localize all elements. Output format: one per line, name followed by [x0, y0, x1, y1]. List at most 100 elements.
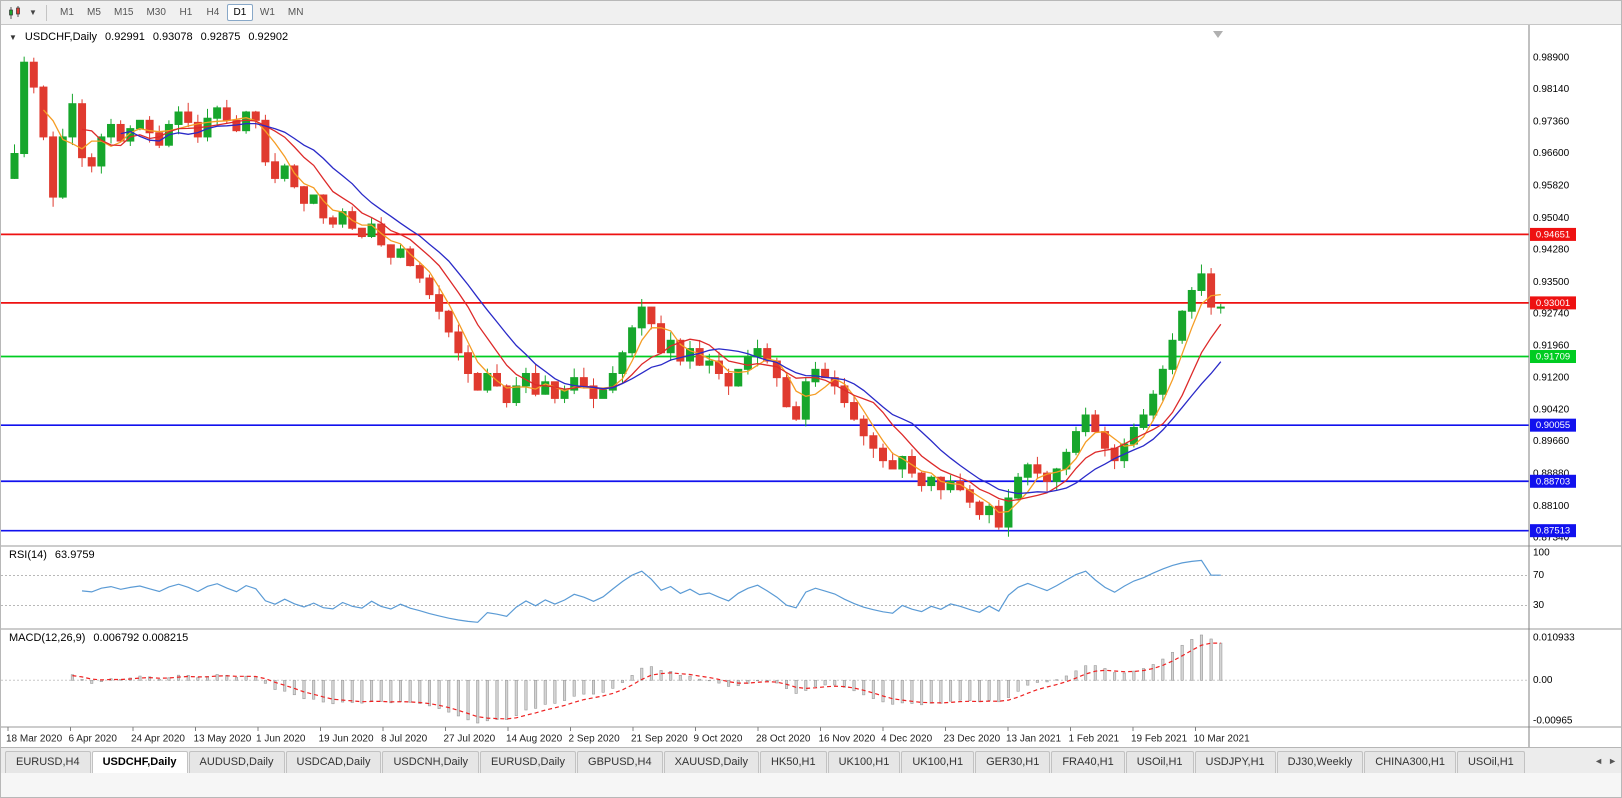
price-axis-label: 0.98900: [1533, 53, 1570, 64]
macd-histogram-bar: [485, 679, 489, 722]
timeframe-button-w1[interactable]: W1: [259, 7, 275, 18]
candle-body: [695, 348, 704, 366]
candle-body: [676, 339, 685, 362]
candle-body: [888, 460, 897, 470]
candle-body: [782, 377, 791, 408]
candle-body: [49, 136, 58, 198]
price-axis-label: 0.94280: [1533, 244, 1570, 255]
candle-body: [184, 111, 193, 123]
price-axis-label: 0.88880: [1533, 469, 1570, 480]
macd-histogram-bar: [534, 679, 538, 709]
chart-canvas[interactable]: 100 70 30 0.010933 0.00 -0.00965 0.98900 0.9814…: [1, 25, 1622, 747]
chart-tab-uk100-h1[interactable]: UK100,H1: [901, 751, 975, 773]
macd-histogram-bar: [611, 679, 615, 689]
macd-histogram-bar: [563, 679, 567, 701]
candle-body: [1129, 426, 1138, 445]
chart-tab-ger30-h1[interactable]: GER30,H1: [975, 751, 1051, 773]
price-tag-0.90055[interactable]: [1530, 418, 1576, 432]
chart-tab-gbpusd-h4[interactable]: GBPUSD,H4: [577, 751, 663, 773]
price-tag-0.88703[interactable]: [1530, 474, 1576, 488]
chart-tab-audusd-daily[interactable]: AUDUSD,Daily: [188, 751, 285, 773]
macd-histogram-bar: [910, 679, 914, 704]
timeframe-button-h1[interactable]: H1: [179, 7, 193, 18]
chart-tab-usdcnh-daily[interactable]: USDCNH,Daily: [382, 751, 480, 773]
macd-histogram-bar: [398, 679, 402, 702]
tab-scroll-left-icon[interactable]: ◄: [1594, 755, 1604, 766]
macd-histogram-bar: [1132, 670, 1136, 681]
macd-histogram-bar: [900, 679, 904, 704]
macd-histogram-bar: [524, 679, 528, 711]
timeframe-button-d1[interactable]: D1: [226, 4, 253, 21]
macd-histogram-bar: [1103, 668, 1107, 681]
symbol-dropdown-icon[interactable]: ▼: [9, 32, 17, 42]
macd-histogram-bar: [572, 679, 576, 697]
chart-tab-china300-h1[interactable]: CHINA300,H1: [1364, 751, 1456, 773]
price-tag-0.94651[interactable]: [1530, 227, 1576, 241]
chart-tab-eurusd-daily[interactable]: EURUSD,Daily: [480, 751, 577, 773]
chart-tab-usoil-h1[interactable]: USOil,H1: [1456, 751, 1525, 773]
price-tag-0.91709[interactable]: [1530, 350, 1576, 364]
macd-histogram-bar: [756, 679, 760, 682]
price-tag-0.87513[interactable]: [1530, 524, 1576, 538]
macd-histogram-bar: [881, 679, 885, 703]
candle-body: [1207, 273, 1216, 308]
chart-tab-fra40-h1[interactable]: FRA40,H1: [1051, 751, 1125, 773]
chart-type-dropdown-icon[interactable]: ▼: [29, 8, 37, 17]
timeframe-button-m15[interactable]: M15: [114, 7, 134, 18]
top-toolbar: ▼ M1 M5 M15 M30 H1 H4 D1 W1 MN: [1, 1, 1621, 25]
macd-histogram-bar: [70, 674, 74, 681]
chart-shift-marker[interactable]: [1213, 31, 1223, 38]
candle-body: [271, 161, 280, 179]
timeframe-button-h4[interactable]: H4: [206, 7, 220, 18]
candle-body: [850, 402, 859, 420]
time-axis-label: 24 Apr 2020: [131, 734, 185, 745]
price-axis-label: 0.87340: [1533, 532, 1570, 543]
chart-tab-usoil-h1[interactable]: USOil,H1: [1125, 751, 1194, 773]
rsi-value: 63.9759: [54, 549, 95, 561]
macd-histogram-bar: [90, 679, 94, 684]
candle-body: [560, 389, 569, 399]
candle-body: [541, 381, 550, 395]
macd-histogram-bar: [1151, 664, 1155, 681]
chart-tab-usdjpy-h1[interactable]: USDJPY,H1: [1194, 751, 1276, 773]
chart-symbol-label: USDCHF,Daily: [24, 31, 98, 43]
macd-histogram-bar: [263, 679, 267, 684]
macd-histogram-bar: [1142, 668, 1146, 681]
candle-body: [261, 119, 270, 163]
candle-body: [946, 480, 955, 491]
candle-body: [473, 372, 482, 391]
price-tag-0.93001[interactable]: [1530, 296, 1576, 310]
candle-body: [714, 360, 723, 374]
candle-body: [801, 381, 810, 420]
rsi-name: RSI(14): [9, 549, 47, 561]
timeframe-button-m1[interactable]: M1: [60, 7, 74, 18]
chart-tab-hk50-h1[interactable]: HK50,H1: [759, 751, 827, 773]
candle-body: [1033, 464, 1042, 474]
candle-body: [10, 153, 19, 179]
chart-tab-eurusd-h4[interactable]: EURUSD,H4: [5, 751, 91, 773]
timeframe-button-mn[interactable]: MN: [287, 7, 304, 18]
chart-tab-xauusd-daily[interactable]: XAUUSD,Daily: [663, 751, 759, 773]
chart-tab-usdchf-daily[interactable]: USDCHF,Daily: [91, 751, 188, 773]
tab-strip: EURUSD,H4 USDCHF,Daily AUDUSD,Daily USDCAD,…: [1, 748, 1621, 773]
macd-histogram-bar: [234, 677, 238, 681]
macd-histogram-bar: [1161, 658, 1165, 681]
chart-tools-icon[interactable]: [5, 4, 25, 22]
tab-scroll-right-icon[interactable]: ►: [1608, 755, 1617, 766]
candle-body: [763, 348, 772, 362]
candle-body: [956, 480, 965, 491]
chart-tab-dj30-weekly[interactable]: DJ30,Weekly: [1276, 751, 1364, 773]
timeframe-button-m5[interactable]: M5: [87, 7, 101, 18]
chart-tab-usdcad-daily[interactable]: USDCAD,Daily: [285, 751, 382, 773]
macd-histogram-bar: [514, 679, 518, 716]
macd-histogram-bar: [591, 679, 595, 695]
timeframe-button-m30[interactable]: M30: [146, 7, 166, 18]
candle-body: [242, 111, 251, 132]
candle-body: [280, 165, 289, 179]
toolbar-separator: [46, 4, 47, 21]
macd-histogram-bar: [958, 679, 962, 701]
candle-body: [39, 86, 48, 138]
chart-tab-uk100-h1[interactable]: UK100,H1: [827, 751, 901, 773]
macd-histogram-bar: [1093, 665, 1097, 681]
price-tag-text: 0.90055: [1536, 420, 1570, 431]
